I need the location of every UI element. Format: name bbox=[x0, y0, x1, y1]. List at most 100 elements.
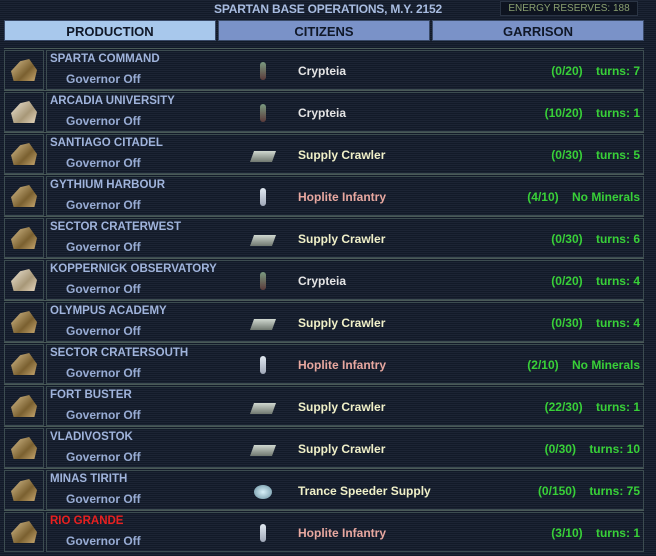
base-row[interactable]: SECTOR CRATERSOUTH Governor Off Hoplite … bbox=[4, 342, 644, 384]
governor-status[interactable]: Governor Off bbox=[66, 72, 141, 86]
production-item[interactable]: Trance Speeder Supply bbox=[298, 484, 431, 498]
base-info[interactable]: SECTOR CRATERWEST Governor Off Supply Cr… bbox=[46, 218, 644, 258]
production-turns: No Minerals bbox=[571, 190, 640, 204]
foot-soldier-icon bbox=[251, 101, 275, 125]
governor-status[interactable]: Governor Off bbox=[66, 282, 141, 296]
governor-status[interactable]: Governor Off bbox=[66, 324, 141, 338]
production-status: (0/20) turns: 7 bbox=[551, 64, 640, 78]
base-row[interactable]: KOPPERNIGK OBSERVATORY Governor Off Cryp… bbox=[4, 258, 644, 300]
base-info[interactable]: RIO GRANDE Governor Off Hoplite Infantry… bbox=[46, 512, 644, 552]
base-image-icon bbox=[11, 101, 37, 123]
base-image-icon bbox=[11, 143, 37, 165]
base-icon[interactable] bbox=[4, 176, 44, 216]
production-status: (3/10) turns: 1 bbox=[551, 526, 640, 540]
governor-status[interactable]: Governor Off bbox=[66, 450, 141, 464]
base-name[interactable]: SECTOR CRATERWEST bbox=[50, 221, 181, 233]
base-info[interactable]: SANTIAGO CITADEL Governor Off Supply Cra… bbox=[46, 134, 644, 174]
governor-status[interactable]: Governor Off bbox=[66, 156, 141, 170]
base-name[interactable]: ARCADIA UNIVERSITY bbox=[50, 95, 175, 107]
base-icon[interactable] bbox=[4, 428, 44, 468]
production-item[interactable]: Hoplite Infantry bbox=[298, 526, 387, 540]
base-icon[interactable] bbox=[4, 470, 44, 510]
base-info[interactable]: VLADIVOSTOK Governor Off Supply Crawler … bbox=[46, 428, 644, 468]
production-turns: turns: 10 bbox=[589, 442, 640, 456]
base-image-icon bbox=[11, 479, 37, 501]
energy-reserves: ENERGY RESERVES: 188 bbox=[500, 1, 638, 16]
base-icon[interactable] bbox=[4, 302, 44, 342]
base-row[interactable]: GYTHIUM HARBOUR Governor Off Hoplite Inf… bbox=[4, 174, 644, 216]
base-info[interactable]: OLYMPUS ACADEMY Governor Off Supply Craw… bbox=[46, 302, 644, 342]
base-image-icon bbox=[11, 521, 37, 543]
base-info[interactable]: FORT BUSTER Governor Off Supply Crawler … bbox=[46, 386, 644, 426]
governor-status[interactable]: Governor Off bbox=[66, 240, 141, 254]
base-icon[interactable] bbox=[4, 512, 44, 552]
crawler-icon bbox=[249, 437, 277, 461]
production-status: (22/30) turns: 1 bbox=[545, 400, 640, 414]
base-icon[interactable] bbox=[4, 92, 44, 132]
base-name[interactable]: KOPPERNIGK OBSERVATORY bbox=[50, 263, 217, 275]
base-icon[interactable] bbox=[4, 218, 44, 258]
production-item[interactable]: Crypteia bbox=[298, 64, 347, 78]
base-name[interactable]: SPARTA COMMAND bbox=[50, 53, 160, 65]
base-icon[interactable] bbox=[4, 386, 44, 426]
base-info[interactable]: MINAS TIRITH Governor Off Trance Speeder… bbox=[46, 470, 644, 510]
governor-status[interactable]: Governor Off bbox=[66, 366, 141, 380]
production-item[interactable]: Supply Crawler bbox=[298, 232, 386, 246]
base-row[interactable]: ARCADIA UNIVERSITY Governor Off Crypteia… bbox=[4, 90, 644, 132]
page-title: SPARTAN BASE OPERATIONS, M.Y. 2152 bbox=[214, 2, 442, 16]
base-image-icon bbox=[11, 395, 37, 417]
production-turns: turns: 4 bbox=[595, 274, 640, 288]
base-name[interactable]: VLADIVOSTOK bbox=[50, 431, 133, 443]
base-row[interactable]: FORT BUSTER Governor Off Supply Crawler … bbox=[4, 384, 644, 426]
base-name[interactable]: SANTIAGO CITADEL bbox=[50, 137, 163, 149]
base-info[interactable]: GYTHIUM HARBOUR Governor Off Hoplite Inf… bbox=[46, 176, 644, 216]
governor-status[interactable]: Governor Off bbox=[66, 408, 141, 422]
base-icon[interactable] bbox=[4, 134, 44, 174]
base-row[interactable]: OLYMPUS ACADEMY Governor Off Supply Craw… bbox=[4, 300, 644, 342]
production-progress: (0/30) bbox=[551, 148, 583, 162]
base-icon[interactable] bbox=[4, 344, 44, 384]
production-turns: turns: 4 bbox=[595, 316, 640, 330]
production-item[interactable]: Supply Crawler bbox=[298, 316, 386, 330]
base-name[interactable]: RIO GRANDE bbox=[50, 515, 124, 527]
production-item[interactable]: Hoplite Infantry bbox=[298, 358, 387, 372]
production-progress: (0/150) bbox=[537, 484, 576, 498]
base-row[interactable]: RIO GRANDE Governor Off Hoplite Infantry… bbox=[4, 510, 644, 552]
governor-status[interactable]: Governor Off bbox=[66, 198, 141, 212]
base-row[interactable]: SANTIAGO CITADEL Governor Off Supply Cra… bbox=[4, 132, 644, 174]
base-row[interactable]: VLADIVOSTOK Governor Off Supply Crawler … bbox=[4, 426, 644, 468]
production-item[interactable]: Supply Crawler bbox=[298, 442, 386, 456]
base-name[interactable]: MINAS TIRITH bbox=[50, 473, 128, 485]
production-item[interactable]: Crypteia bbox=[298, 106, 347, 120]
base-info[interactable]: ARCADIA UNIVERSITY Governor Off Crypteia… bbox=[46, 92, 644, 132]
base-name[interactable]: SECTOR CRATERSOUTH bbox=[50, 347, 189, 359]
production-status: (0/20) turns: 4 bbox=[551, 274, 640, 288]
base-info[interactable]: SPARTA COMMAND Governor Off Crypteia (0/… bbox=[46, 50, 644, 90]
base-name[interactable]: GYTHIUM HARBOUR bbox=[50, 179, 165, 191]
foot-soldier-icon bbox=[251, 269, 275, 293]
production-turns: No Minerals bbox=[571, 358, 640, 372]
production-item[interactable]: Hoplite Infantry bbox=[298, 190, 387, 204]
base-info[interactable]: SECTOR CRATERSOUTH Governor Off Hoplite … bbox=[46, 344, 644, 384]
base-name[interactable]: OLYMPUS ACADEMY bbox=[50, 305, 167, 317]
tab-garrison[interactable]: GARRISON bbox=[432, 20, 644, 41]
production-item[interactable]: Crypteia bbox=[298, 274, 347, 288]
base-row[interactable]: MINAS TIRITH Governor Off Trance Speeder… bbox=[4, 468, 644, 510]
tab-production[interactable]: PRODUCTION bbox=[4, 20, 216, 41]
tab-citizens[interactable]: CITIZENS bbox=[218, 20, 430, 41]
production-progress: (0/20) bbox=[551, 64, 583, 78]
production-status: (0/30) turns: 5 bbox=[551, 148, 640, 162]
base-icon[interactable] bbox=[4, 50, 44, 90]
production-progress: (4/10) bbox=[527, 190, 559, 204]
production-item[interactable]: Supply Crawler bbox=[298, 148, 386, 162]
base-row[interactable]: SPARTA COMMAND Governor Off Crypteia (0/… bbox=[4, 48, 644, 90]
governor-status[interactable]: Governor Off bbox=[66, 114, 141, 128]
governor-status[interactable]: Governor Off bbox=[66, 534, 141, 548]
base-row[interactable]: SECTOR CRATERWEST Governor Off Supply Cr… bbox=[4, 216, 644, 258]
production-item[interactable]: Supply Crawler bbox=[298, 400, 386, 414]
governor-status[interactable]: Governor Off bbox=[66, 492, 141, 506]
base-info[interactable]: KOPPERNIGK OBSERVATORY Governor Off Cryp… bbox=[46, 260, 644, 300]
base-name[interactable]: FORT BUSTER bbox=[50, 389, 132, 401]
base-icon[interactable] bbox=[4, 260, 44, 300]
production-status: (10/20) turns: 1 bbox=[545, 106, 640, 120]
